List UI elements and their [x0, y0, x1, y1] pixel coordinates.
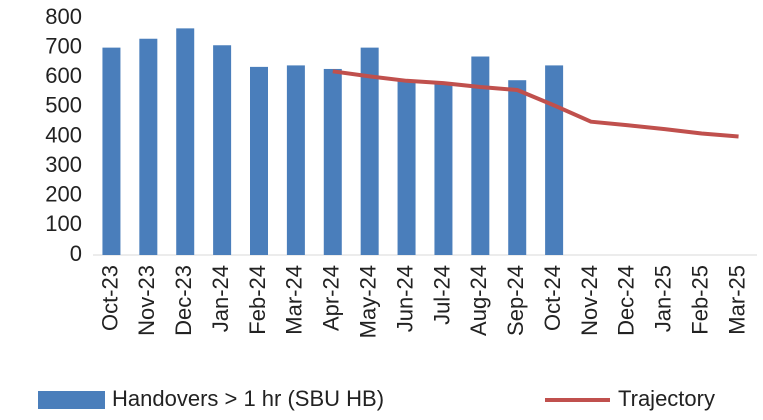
x-tick-label: Dec-23 [171, 265, 196, 336]
legend-swatch [38, 391, 105, 409]
x-tick-label: Nov-24 [577, 265, 602, 336]
bar [397, 80, 416, 256]
x-tick-label: Jun-24 [392, 265, 417, 332]
x-tick-label: Jul-24 [429, 265, 454, 325]
x-tick-label: Apr-24 [319, 265, 344, 331]
bar [545, 65, 564, 256]
bar [471, 56, 490, 256]
x-tick-label: Mar-24 [282, 265, 307, 335]
x-tick-label: Nov-23 [134, 265, 159, 336]
bar [360, 47, 379, 255]
bar [176, 28, 195, 256]
x-tick-label: Mar-25 [724, 265, 749, 335]
x-tick-label: Oct-24 [540, 265, 565, 331]
x-tick-label: May-24 [355, 265, 380, 338]
y-tick-label: 100 [45, 211, 82, 236]
x-tick-label: Feb-24 [245, 265, 270, 335]
legend-label: Trajectory [618, 386, 715, 411]
y-tick-label: 200 [45, 182, 82, 207]
y-tick-label: 0 [70, 241, 82, 266]
bar [139, 38, 158, 255]
x-tick-label: Jan-24 [208, 265, 233, 332]
bar [213, 45, 232, 255]
x-tick-label: Aug-24 [466, 265, 491, 336]
bar [286, 65, 305, 256]
y-tick-label: 600 [45, 63, 82, 88]
trajectory-line [332, 69, 739, 139]
y-tick-label: 700 [45, 33, 82, 58]
x-tick-label: Jan-25 [651, 265, 676, 332]
x-tick-label: Sep-24 [503, 265, 528, 336]
x-tick-label: Feb-25 [687, 265, 712, 335]
bar [250, 66, 268, 255]
x-tick-label: Dec-24 [614, 265, 639, 336]
bar [102, 47, 121, 255]
bar [508, 80, 527, 256]
y-tick-label: 400 [45, 122, 82, 147]
y-tick-label: 800 [45, 4, 82, 29]
y-tick-label: 500 [45, 93, 82, 118]
bar [323, 68, 342, 255]
y-tick-label: 300 [45, 152, 82, 177]
legend-label: Handovers > 1 hr (SBU HB) [112, 386, 384, 411]
bar [434, 83, 453, 255]
x-tick-label: Oct-23 [97, 265, 122, 331]
